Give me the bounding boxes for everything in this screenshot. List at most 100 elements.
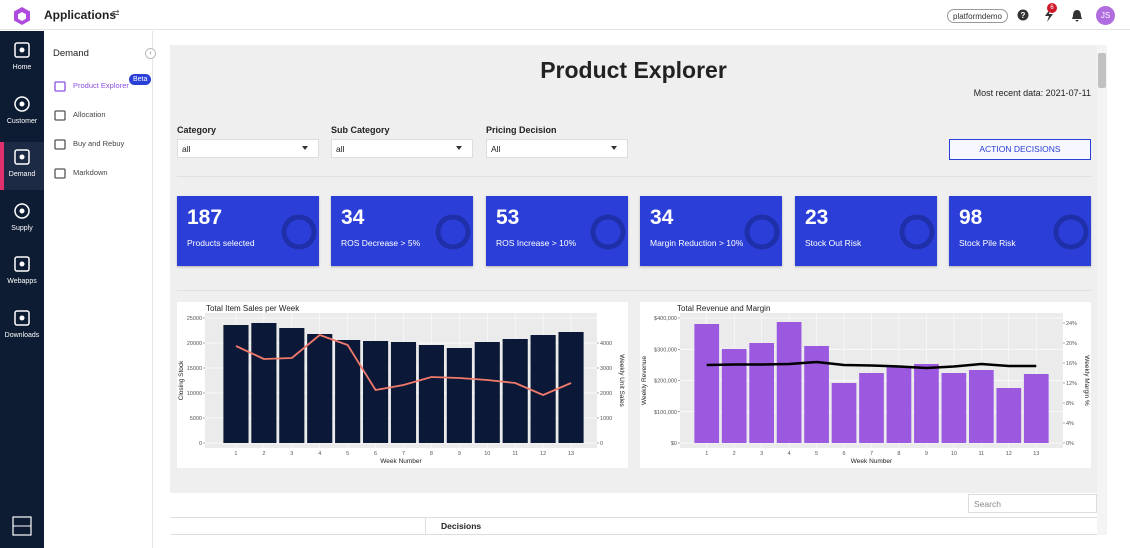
nav-icon-dot <box>19 315 25 320</box>
sub-nav-icon <box>54 110 66 121</box>
user-pill[interactable]: platformdemo <box>947 9 1008 23</box>
beta-badge: Beta <box>129 74 152 85</box>
chart: Total Item Sales per Week050001000015000… <box>177 302 628 468</box>
dropdown-arrow <box>611 146 617 150</box>
x-tick-label: 7 <box>402 451 405 457</box>
brand-logo <box>12 516 32 536</box>
logo-inner <box>18 12 26 21</box>
kpi-card[interactable]: 23 Stock Out Risk <box>795 196 937 266</box>
kpi-card[interactable]: 98 Stock Pile Risk <box>949 196 1091 266</box>
column-divider <box>425 518 426 535</box>
nav-icon-dot <box>19 208 25 213</box>
kpi-icon-shape <box>590 214 626 250</box>
bar <box>1023 374 1049 443</box>
nav-icon-shape <box>14 42 30 58</box>
nav-item[interactable]: Customer <box>0 89 44 137</box>
kpi-card[interactable]: 187 Products selected <box>177 196 319 266</box>
sub-nav-item[interactable]: Allocation <box>44 108 153 124</box>
kpi-label: ROS Decrease > 5% <box>341 238 421 248</box>
sub-nav-item[interactable]: Markdown <box>44 166 153 182</box>
filter-label: Category <box>177 125 217 135</box>
filter-value: all <box>182 144 191 154</box>
sub-nav: Demand ‹ Product Explorer Allocation Buy and… <box>44 31 156 548</box>
bar <box>996 388 1022 443</box>
notification-badge[interactable]: 6 <box>1047 3 1057 13</box>
x-tick-label: 4 <box>318 451 321 457</box>
nav-icon-dot <box>19 101 25 106</box>
nav-item[interactable]: Home <box>0 35 44 83</box>
nav-icon-dot <box>19 261 25 267</box>
y-axis-title: Weekly Revenue <box>641 356 648 405</box>
bar <box>251 323 277 443</box>
y2-tick-label: 16% <box>1066 361 1077 367</box>
x-tick-label: 10 <box>484 451 490 457</box>
bar <box>831 383 857 443</box>
nav-item[interactable]: Downloads <box>0 303 44 351</box>
scrollbar-thumb[interactable] <box>1098 53 1106 88</box>
kpi-icon-shape <box>744 214 780 250</box>
y2-tick-label: 2000 <box>600 391 612 397</box>
filter-select[interactable]: all <box>177 139 319 158</box>
y-tick-label: $300,000 <box>654 347 677 353</box>
bar <box>223 325 249 443</box>
nav-item[interactable]: Webapps <box>0 249 44 297</box>
nav-item[interactable]: Demand <box>0 142 44 190</box>
avatar[interactable]: JS <box>1096 6 1115 25</box>
help-icon: ? <box>1017 9 1029 21</box>
bolt <box>1045 9 1053 22</box>
nav-item[interactable]: Supply <box>0 196 44 244</box>
active-indicator <box>0 142 4 190</box>
nav-icon-dot <box>19 154 25 160</box>
kpi-value: 34 <box>650 206 674 229</box>
collapse-button[interactable]: ‹ <box>145 48 156 59</box>
y-tick-label: 0 <box>199 441 202 447</box>
kpi-icon <box>590 214 626 250</box>
sub-icon-shape <box>54 81 66 92</box>
kpi-icon <box>435 214 471 250</box>
bar <box>859 373 884 443</box>
chart: Total Revenue and Margin $0 $100,000 $200,0… <box>640 302 1091 468</box>
bar <box>307 334 333 443</box>
bar <box>363 341 389 443</box>
kpi-card[interactable]: 53 ROS Increase > 10% <box>486 196 628 266</box>
nav-icon-dot <box>19 47 25 53</box>
kpi-value: 187 <box>187 206 223 229</box>
action-button[interactable]: ACTION DECISIONS <box>949 139 1091 160</box>
search-input[interactable]: Search <box>968 494 1097 513</box>
sub-nav-item[interactable]: Product Explorer <box>44 79 153 95</box>
bar <box>914 364 939 443</box>
x-tick-label: 11 <box>978 451 984 457</box>
nav-label: Downloads <box>4 331 40 339</box>
x-tick-label: 12 <box>540 451 546 457</box>
y-tick-label: 5000 <box>190 416 202 422</box>
y2-tick-label: 4% <box>1066 421 1074 427</box>
y2-axis-title: Weekly Margin % <box>1083 355 1090 406</box>
switch-icon[interactable]: ⇄ <box>112 8 120 18</box>
bar <box>941 373 967 443</box>
column-header: Decisions <box>441 521 482 531</box>
sub-nav-item[interactable]: Buy and Rebuy <box>44 137 153 153</box>
app-logo <box>14 7 30 25</box>
kpi-card[interactable]: 34 Margin Reduction > 10% <box>640 196 782 266</box>
y2-tick-label: 8% <box>1066 401 1074 407</box>
sub-icon-shape <box>54 168 66 179</box>
chart-title: Total Item Sales per Week <box>206 304 300 313</box>
kpi-label: Stock Out Risk <box>805 238 862 248</box>
sub-nav-icon <box>54 168 66 179</box>
kpi-icon-shape <box>1053 214 1089 250</box>
kpi-card[interactable]: 34 ROS Decrease > 5% <box>331 196 473 266</box>
y2-tick-label: 12% <box>1066 381 1077 387</box>
kpi-label: Products selected <box>187 238 255 248</box>
x-tick-label: 5 <box>815 451 818 457</box>
y2-tick-label: 1000 <box>600 416 612 422</box>
bar <box>502 339 528 443</box>
filter-select[interactable]: all <box>331 139 473 158</box>
bar <box>804 346 829 443</box>
filter-label: Sub Category <box>331 125 390 135</box>
y2-tick-label: 4000 <box>600 341 612 347</box>
filter-select[interactable]: All <box>486 139 628 158</box>
bar <box>390 342 417 443</box>
top-bar: Applications ⇄ platformdemo? 6 JS <box>0 0 1130 30</box>
insights-icon <box>1045 9 1053 22</box>
